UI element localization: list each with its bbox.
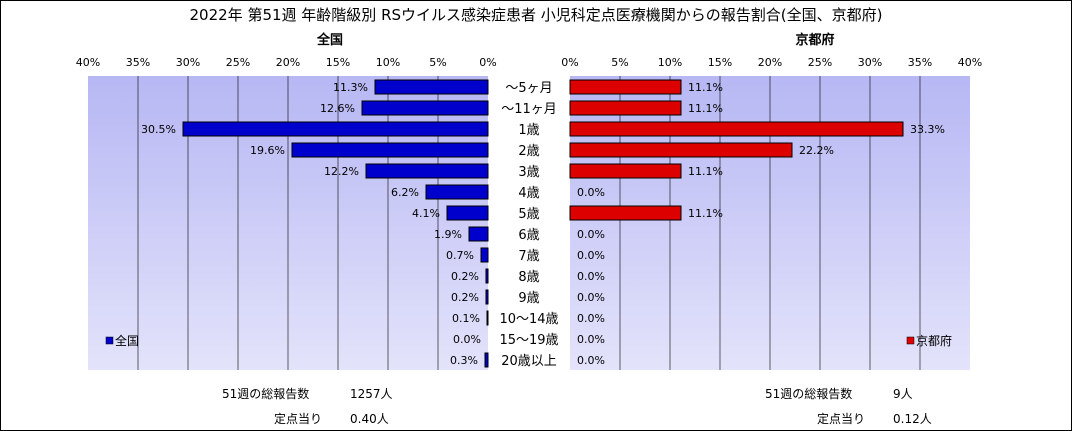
left-data-label: 11.3% bbox=[333, 81, 368, 94]
left-bar bbox=[480, 247, 489, 263]
right-tick-label: 0% bbox=[561, 56, 578, 69]
right-total-reports-value: 9人 bbox=[893, 387, 913, 401]
left-tick-label: 20% bbox=[276, 56, 300, 69]
left-data-label: 12.2% bbox=[324, 165, 359, 178]
right-tick-label: 30% bbox=[858, 56, 882, 69]
right-data-label: 11.1% bbox=[688, 102, 723, 115]
right-data-label: 0.0% bbox=[577, 249, 605, 262]
category-label: 9歳 bbox=[518, 291, 539, 306]
right-data-label: 22.2% bbox=[799, 144, 834, 157]
left-data-label: 0.1% bbox=[452, 312, 480, 325]
right-tick-label: 25% bbox=[808, 56, 832, 69]
right-data-label: 0.0% bbox=[577, 186, 605, 199]
category-label: 15～19歳 bbox=[499, 333, 558, 348]
right-bar bbox=[569, 121, 904, 137]
right-bar bbox=[569, 100, 682, 116]
category-label: 6歳 bbox=[518, 228, 539, 243]
right-data-label: 11.1% bbox=[688, 207, 723, 220]
right-tick-label: 10% bbox=[658, 56, 682, 69]
right-tick-label: 40% bbox=[958, 56, 982, 69]
category-label: 2歳 bbox=[518, 144, 539, 159]
left-total-reports-label: 51週の総報告数 bbox=[222, 387, 310, 401]
category-label: ～11ヶ月 bbox=[501, 102, 557, 117]
left-data-label: 12.6% bbox=[320, 102, 355, 115]
left-tick-label: 40% bbox=[76, 56, 100, 69]
right-data-label: 33.3% bbox=[910, 123, 945, 136]
right-data-label: 0.0% bbox=[577, 312, 605, 325]
right-data-label: 11.1% bbox=[688, 165, 723, 178]
right-legend-swatch bbox=[906, 336, 915, 345]
left-data-label: 1.9% bbox=[434, 228, 462, 241]
left-data-label: 0.3% bbox=[450, 354, 478, 367]
category-label: 7歳 bbox=[518, 249, 539, 264]
right-tick-label: 20% bbox=[758, 56, 782, 69]
left-data-label: 0.2% bbox=[451, 291, 479, 304]
left-total-reports-value: 1257人 bbox=[350, 387, 393, 401]
left-bar bbox=[484, 352, 489, 368]
right-tick-label: 35% bbox=[908, 56, 932, 69]
left-tick-label: 30% bbox=[176, 56, 200, 69]
chart-title: 2022年 第51週 年齢階級別 RSウイルス感染症患者 小児科定点医療機関から… bbox=[189, 6, 883, 24]
left-bar bbox=[365, 163, 489, 179]
right-data-label: 0.0% bbox=[577, 291, 605, 304]
right-data-label: 0.0% bbox=[577, 270, 605, 283]
left-data-label: 4.1% bbox=[412, 207, 440, 220]
left-tick-label: 0% bbox=[479, 56, 496, 69]
right-bar bbox=[569, 163, 682, 179]
left-bar bbox=[425, 184, 489, 200]
left-tick-label: 5% bbox=[429, 56, 446, 69]
right-bar bbox=[569, 79, 682, 95]
right-bar bbox=[569, 142, 793, 158]
right-subtitle: 京都府 bbox=[795, 33, 835, 48]
category-label: 20歳以上 bbox=[501, 354, 557, 369]
right-data-label: 0.0% bbox=[577, 333, 605, 346]
left-legend-label: 全国 bbox=[115, 333, 139, 348]
left-data-label: 0.2% bbox=[451, 270, 479, 283]
right-legend-label: 京都府 bbox=[916, 333, 952, 348]
right-per-site-value: 0.12人 bbox=[893, 412, 932, 426]
left-data-label: 30.5% bbox=[141, 123, 176, 136]
right-tick-label: 5% bbox=[611, 56, 628, 69]
category-label: 4歳 bbox=[518, 186, 539, 201]
right-bar bbox=[569, 205, 682, 221]
left-tick-label: 10% bbox=[376, 56, 400, 69]
right-tick-label: 15% bbox=[708, 56, 732, 69]
category-label: 5歳 bbox=[518, 207, 539, 222]
left-data-label: 0.0% bbox=[453, 333, 481, 346]
right-data-label: 11.1% bbox=[688, 81, 723, 94]
category-label: 1歳 bbox=[518, 123, 539, 138]
left-bar bbox=[182, 121, 489, 137]
left-bar bbox=[486, 310, 489, 326]
category-label: 10～14歳 bbox=[499, 312, 558, 327]
right-data-label: 0.0% bbox=[577, 354, 605, 367]
left-data-label: 19.6% bbox=[250, 144, 285, 157]
category-label: 3歳 bbox=[518, 165, 539, 180]
left-per-site-value: 0.40人 bbox=[350, 412, 389, 426]
category-label: ～5ヶ月 bbox=[505, 81, 552, 96]
right-total-reports-label: 51週の総報告数 bbox=[765, 387, 853, 401]
left-bar bbox=[291, 142, 489, 158]
left-bar bbox=[374, 79, 489, 95]
right-data-label: 0.0% bbox=[577, 228, 605, 241]
left-bar bbox=[446, 205, 489, 221]
left-tick-label: 15% bbox=[326, 56, 350, 69]
right-per-site-label: 定点当り bbox=[817, 412, 866, 426]
category-label: 8歳 bbox=[518, 270, 539, 285]
left-bar bbox=[361, 100, 489, 116]
left-subtitle: 全国 bbox=[316, 33, 343, 48]
left-bar bbox=[468, 226, 489, 242]
left-bar bbox=[485, 268, 489, 284]
left-bar bbox=[485, 289, 489, 305]
left-tick-label: 35% bbox=[126, 56, 150, 69]
left-data-label: 0.7% bbox=[446, 249, 474, 262]
left-legend-swatch bbox=[105, 336, 114, 345]
left-tick-label: 25% bbox=[226, 56, 250, 69]
left-data-label: 6.2% bbox=[391, 186, 419, 199]
left-per-site-label: 定点当り bbox=[274, 412, 323, 426]
